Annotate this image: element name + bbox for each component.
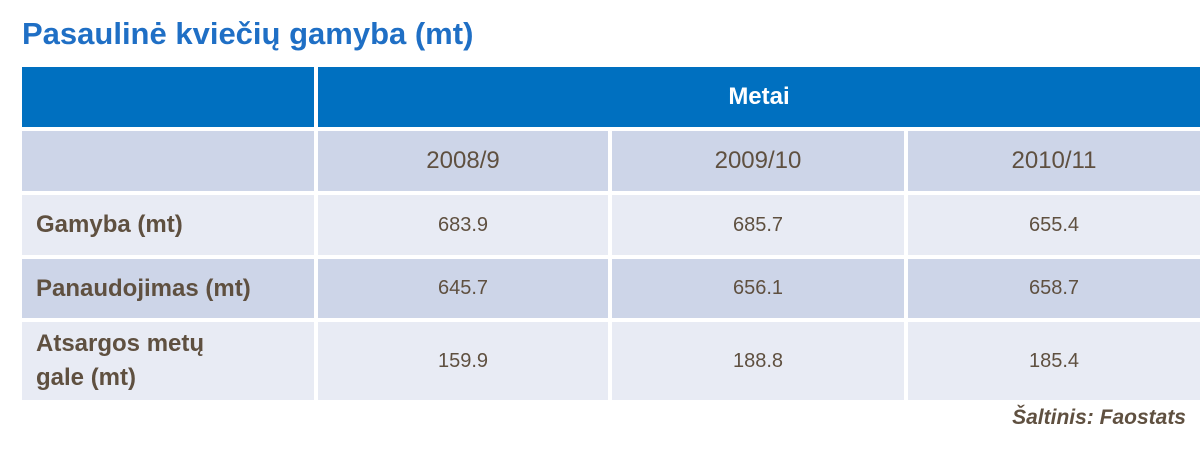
- table-cell: 655.4: [908, 195, 1200, 255]
- header-cell: [22, 67, 314, 127]
- table-cell: 188.8: [612, 322, 904, 400]
- header-cell: [22, 131, 314, 191]
- title: Pasaulinė kviečių gamyba (mt): [22, 16, 474, 51]
- table-cell: 658.7: [908, 259, 1200, 318]
- table-cell: 159.9: [318, 322, 608, 400]
- table-cell: 645.7: [318, 259, 608, 318]
- table-cell: 185.4: [908, 322, 1200, 400]
- source-note: Šaltinis: Faostats: [1012, 406, 1186, 429]
- column-header: 2009/10: [612, 131, 904, 191]
- table-cell: 683.9: [318, 195, 608, 255]
- row-label: Panaudojimas (mt): [22, 259, 314, 318]
- table-cell: 656.1: [612, 259, 904, 318]
- table-cell: 685.7: [612, 195, 904, 255]
- group-header: Metai: [318, 67, 1200, 127]
- row-label: Gamyba (mt): [22, 195, 314, 255]
- row-label: Atsargos metų gale (mt): [22, 322, 314, 400]
- column-header: 2010/11: [908, 131, 1200, 191]
- column-header: 2008/9: [318, 131, 608, 191]
